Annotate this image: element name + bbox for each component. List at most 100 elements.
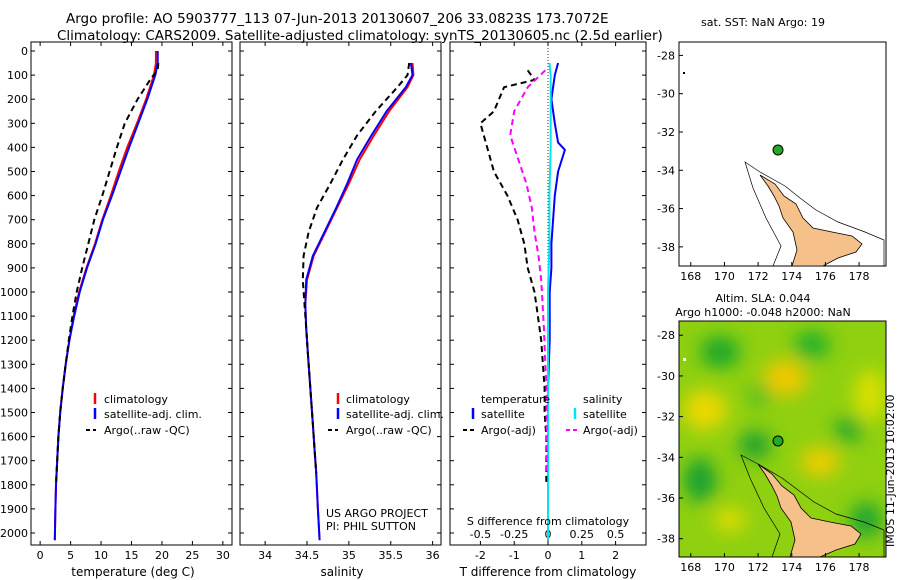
- y-tick-label: 2000: [0, 527, 28, 540]
- plot-title-line-2: Climatology: CARS2009. Satellite-adjuste…: [57, 28, 663, 44]
- lon-tick-label: 168: [680, 270, 701, 283]
- y-tick-label: 1200: [0, 334, 28, 347]
- salinity-panel: 34 34.5 35 35.5 36 salinity climatology sate…: [239, 41, 444, 579]
- sst-map-title: sat. SST: NaN Argo: 19: [701, 16, 825, 29]
- legend-label-satellite: satellite-adj. clim.: [346, 408, 444, 421]
- s-tick-label: -0.25: [500, 528, 528, 541]
- x-tick-label: 25: [185, 549, 199, 562]
- s-tick-label: 0.5: [607, 528, 625, 541]
- series-line-s-argo-adj: [509, 69, 548, 473]
- series-line-climatology: [53, 51, 157, 541]
- y-tick-label: 200: [7, 93, 28, 106]
- y-tick-label: 700: [7, 214, 28, 227]
- temperature-legend: climatology satellite-adj. clim. Argo(..…: [86, 393, 202, 437]
- pi-annotation: PI: PHIL SUTTON: [326, 520, 416, 533]
- project-annotation: US ARGO PROJECT: [326, 507, 428, 520]
- s-difference-label: S difference from climatology: [467, 515, 630, 528]
- x-tick-label: 35: [342, 549, 356, 562]
- y-tick-label: 1100: [0, 310, 28, 323]
- y-tick-label: 1900: [0, 503, 28, 516]
- lon-tick-label: 174: [781, 270, 802, 283]
- lon-tick-label: 172: [748, 270, 769, 283]
- y-tick-label: 1400: [0, 382, 28, 395]
- legend-label-s-satellite: satellite: [583, 408, 627, 421]
- x-tick-label: 10: [94, 549, 108, 562]
- offshore-islet: [683, 358, 686, 361]
- y-tick-label: 0: [21, 45, 28, 58]
- s-tick-label: -0.5: [470, 528, 491, 541]
- lon-tick-label: 172: [748, 561, 769, 574]
- sst-map-panel: sat. SST: NaN Argo: 19 168 170 172 174 176 17…: [657, 16, 887, 283]
- temperature-panel: 0 5 10 15 20 25 300100200300400500600700800900…: [0, 41, 233, 579]
- lon-tick-label: 168: [680, 561, 701, 574]
- x-tick-label: 2: [612, 549, 619, 562]
- sla-low-blob: [700, 336, 740, 368]
- lon-tick-label: 176: [815, 561, 836, 574]
- legend-label-satellite: satellite-adj. clim.: [104, 408, 202, 421]
- x-tick-label: 5: [67, 549, 74, 562]
- sla-high-blob: [800, 448, 840, 476]
- difference-series: [479, 62, 566, 541]
- lon-tick-label: 174: [781, 561, 802, 574]
- offshore-islet: [683, 72, 685, 74]
- lon-tick-label: 178: [849, 561, 870, 574]
- legend-label-t-argo: Argo(-adj): [481, 424, 536, 437]
- y-tick-label: 400: [7, 141, 28, 154]
- temperature-series: [53, 51, 160, 541]
- difference-panel: -2 -1 0 1 2-0.5 -0.25 0 0.25 0.5 S difference fr…: [449, 41, 647, 579]
- float-position-marker: [772, 435, 784, 447]
- x-tick-label: -1: [509, 549, 520, 562]
- sla-low-blob: [794, 331, 830, 359]
- lat-tick-label: -30: [657, 88, 675, 101]
- sst-coastline: [683, 72, 885, 266]
- salinity-plot-frame: [239, 41, 442, 546]
- x-tick-label: 36: [426, 549, 440, 562]
- sla-high-blob: [854, 369, 886, 421]
- temperature-x-label: temperature (deg C): [71, 565, 194, 579]
- y-tick-label: 500: [7, 166, 28, 179]
- y-tick-label: 1600: [0, 431, 28, 444]
- series-line-s-satellite: [547, 62, 552, 541]
- x-tick-label: 34.5: [295, 549, 320, 562]
- lon-tick-label: 178: [849, 270, 870, 283]
- sla-low-blob: [750, 385, 770, 405]
- salinity-axis-ticks: 34 34.5 35 35.5 36: [240, 42, 441, 562]
- y-tick-label: 800: [7, 238, 28, 251]
- legend-label-argo: Argo(..raw -QC): [346, 424, 432, 437]
- s-tick-label: 0.25: [570, 528, 595, 541]
- imos-date-label: IMOS 11-Jun-2013 10:02:00: [884, 394, 897, 547]
- sla-low-blob: [739, 431, 771, 459]
- x-tick-label: 35.5: [379, 549, 404, 562]
- lon-tick-label: 170: [714, 270, 735, 283]
- difference-axis-ticks: -2 -1 0 1 2-0.5 -0.25 0 0.25 0.5: [450, 42, 646, 562]
- x-tick-label: 30: [216, 549, 230, 562]
- y-tick-label: 600: [7, 190, 28, 203]
- sla-map-title-line-2: Argo h1000: -0.048 h2000: NaN: [675, 306, 851, 319]
- lat-tick-label: -38: [657, 241, 675, 254]
- lat-tick-label: -34: [657, 164, 675, 177]
- lat-tick-label: -32: [657, 126, 675, 139]
- x-tick-label: 0: [545, 549, 552, 562]
- lon-tick-label: 176: [815, 270, 836, 283]
- temperature-axis-ticks: 0 5 10 15 20 25 300100200300400500600700800900…: [0, 42, 232, 562]
- sla-high-blob: [683, 390, 727, 430]
- series-line-t-argo-adj: [479, 69, 548, 485]
- sla-low-blob: [834, 418, 862, 442]
- new-zealand-land: [759, 174, 863, 266]
- series-line-climatology: [304, 62, 415, 541]
- difference-legend: temperature salinity satellite Argo(-adj…: [463, 393, 638, 437]
- continental-shelf-outline: [740, 454, 885, 557]
- sla-low-blob: [850, 502, 882, 538]
- plot-title-line-1: Argo profile: AO 5903777_113 07-Jun-2013…: [66, 11, 609, 27]
- lat-tick-label: -36: [657, 492, 675, 505]
- legend-heading-salinity: salinity: [583, 393, 623, 406]
- series-line-argo-raw-qc: [55, 62, 160, 485]
- y-tick-label: 1300: [0, 358, 28, 371]
- y-tick-label: 1500: [0, 407, 28, 420]
- lat-tick-label: -32: [657, 411, 675, 424]
- salinity-series: [301, 62, 415, 541]
- x-tick-label: 0: [37, 549, 44, 562]
- x-tick-label: -2: [475, 549, 486, 562]
- x-tick-label: 20: [155, 549, 169, 562]
